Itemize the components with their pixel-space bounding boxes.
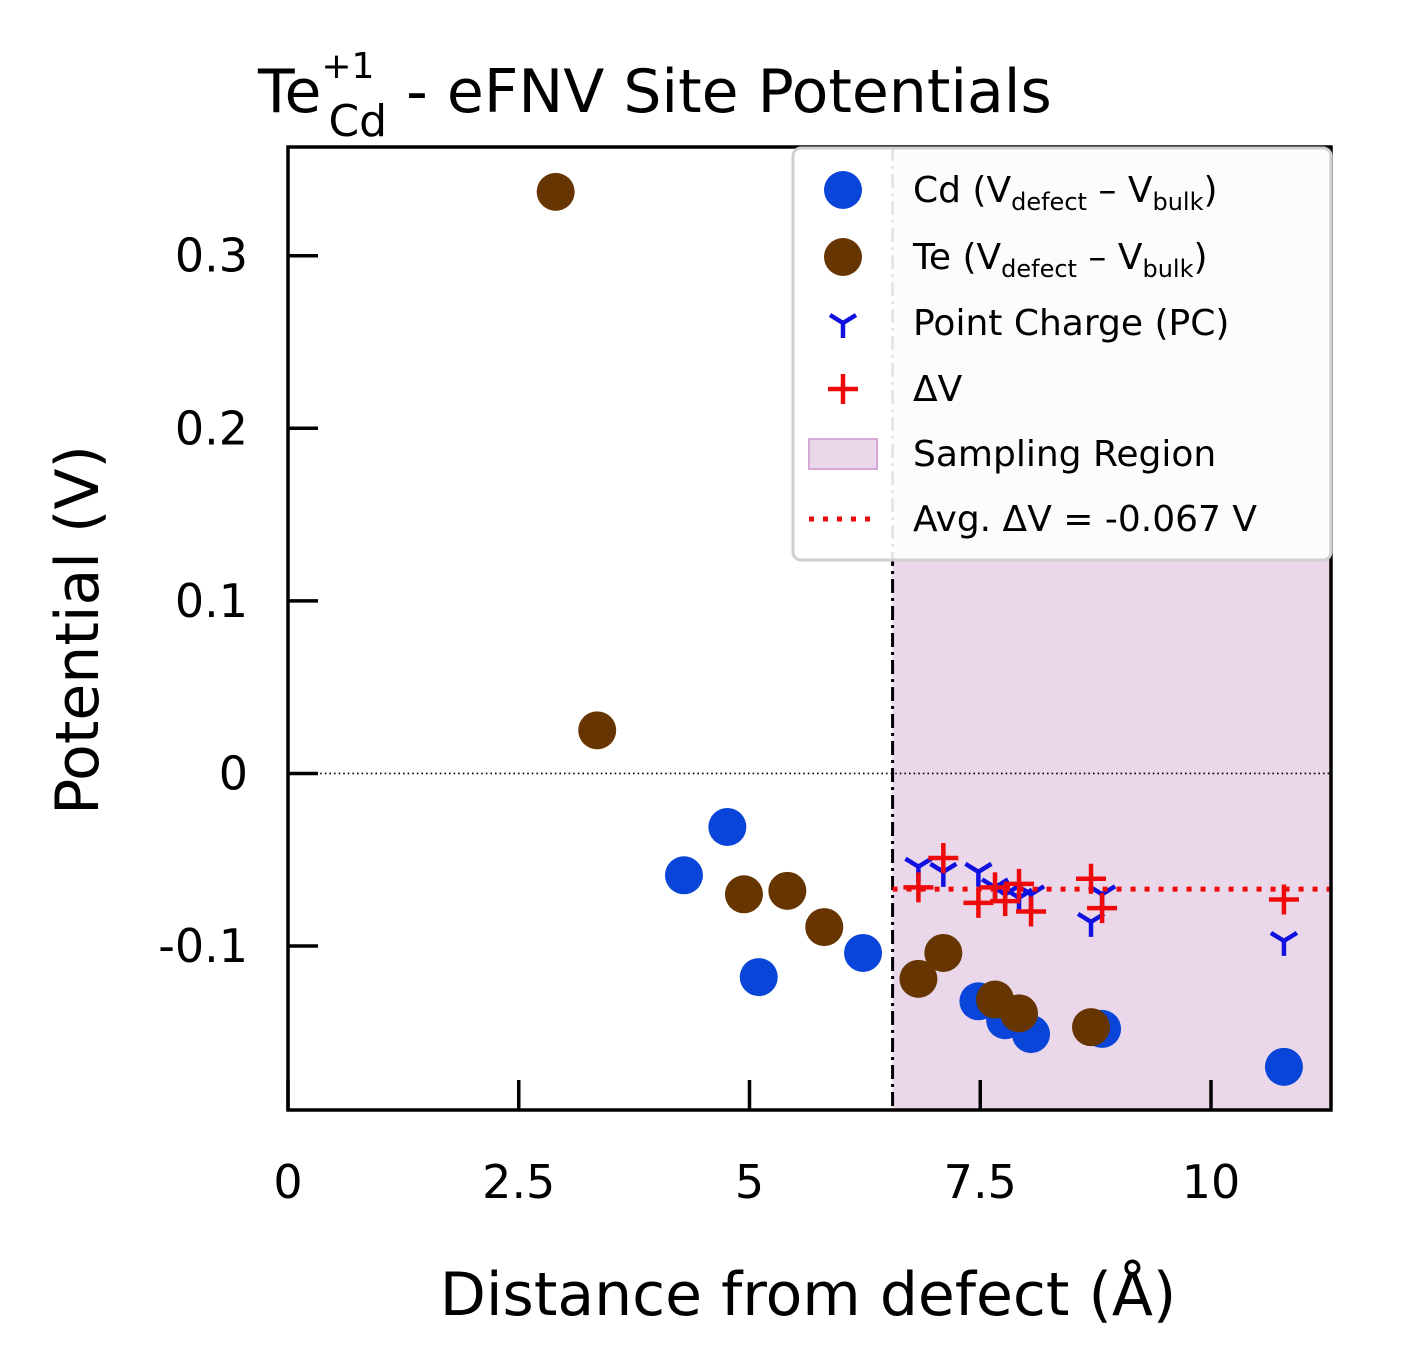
series-2-point-6 — [899, 959, 938, 998]
series-2-point-5 — [805, 908, 844, 947]
series-2-point-10 — [1072, 1008, 1111, 1047]
reference-lines-layer — [288, 147, 1331, 1110]
y-tick-label-3: 0.1 — [175, 574, 248, 628]
title-rest: - eFNV Site Potentials — [387, 57, 1052, 127]
legend-cd-sub1: defect — [1011, 188, 1087, 216]
legend: Cd (Vdefect – Vbulk)Te (Vdefect – Vbulk)… — [791, 146, 1333, 562]
legend-dv-label: ΔV — [913, 369, 963, 410]
series-1-point-3 — [739, 958, 778, 997]
y-tick-label-1: -0.1 — [158, 919, 248, 973]
legend-te-sub2: bulk — [1142, 255, 1193, 283]
legend-te-sub1: defect — [1001, 255, 1077, 283]
legend-dv-text: ΔV — [913, 369, 963, 410]
data-points-layer — [536, 172, 1331, 1086]
legend-te-marker — [824, 238, 862, 276]
legend-cd-marker — [824, 171, 862, 209]
series-4-point-7 — [1016, 896, 1047, 927]
title-sub: Cd — [328, 96, 387, 147]
legend-region-marker — [808, 438, 878, 470]
x-tick-label-5: 10 — [1182, 1155, 1241, 1209]
x-tick-label-2: 2.5 — [482, 1155, 555, 1209]
series-1-point-4 — [844, 933, 883, 972]
legend-avg-text: Avg. ΔV = -0.067 V — [913, 499, 1257, 540]
legend-cd-label: Cd (Vdefect – Vbulk) — [913, 170, 1218, 216]
legend-pc-text: Point Charge (PC) — [913, 303, 1229, 344]
title-main: Te — [257, 57, 321, 127]
y-tick-label-4: 0.2 — [175, 401, 248, 455]
legend-box — [791, 146, 1333, 562]
chart-title: Te+1 Cd - eFNV Site Potentials — [257, 46, 1052, 147]
legend-cd-sub2: bulk — [1152, 188, 1203, 216]
series-4-point-10 — [1268, 884, 1299, 915]
x-tick-label-1: 0 — [273, 1155, 302, 1209]
series-1-point-9 — [1264, 1047, 1303, 1086]
series-3-point-10-shape — [1269, 930, 1299, 956]
legend-cd-mid: – V — [1087, 170, 1153, 211]
legend-pc-label: Point Charge (PC) — [913, 303, 1229, 344]
series-2-point-7 — [924, 933, 963, 972]
legend-dv-marker — [828, 374, 858, 404]
x-tick-label-3: 5 — [735, 1155, 764, 1209]
legend-pc-marker — [828, 313, 858, 338]
series-3-point-3 — [964, 861, 993, 887]
series-2-point-2 — [578, 711, 617, 750]
title-sup: +1 — [321, 46, 374, 87]
series-1-point-2 — [708, 807, 747, 846]
y-tick-label-5: 0.3 — [175, 229, 248, 283]
series-4-point-6 — [1004, 868, 1035, 899]
legend-avg-label: Avg. ΔV = -0.067 V — [913, 499, 1257, 540]
series-3-point-3-shape — [964, 861, 993, 887]
legend-cd-text: Cd (V — [913, 170, 1011, 211]
legend-cd-end: ) — [1203, 170, 1217, 211]
series-4-point-2 — [928, 843, 959, 874]
series-2 — [536, 172, 1111, 1047]
x-axis-title: Distance from defect (Å) — [440, 1259, 1177, 1330]
series-3-point-10 — [1269, 930, 1299, 956]
series-2-point-9 — [1000, 994, 1039, 1033]
legend-te-end: ) — [1194, 237, 1208, 278]
series-4-point-9 — [1087, 893, 1118, 924]
legend-region-label: Sampling Region — [913, 434, 1216, 475]
x-tick-label-4: 7.5 — [944, 1155, 1017, 1209]
series-4-point-3 — [963, 887, 994, 918]
legend-pc-marker-shape — [828, 313, 858, 338]
legend-te-mid: – V — [1077, 237, 1143, 278]
series-2-point-1 — [536, 172, 575, 211]
series-2-point-3 — [724, 875, 763, 914]
legend-region-text: Sampling Region — [913, 434, 1216, 475]
y-tick-label-2: 0 — [219, 746, 248, 800]
legend-te-text: Te (V — [912, 237, 1002, 278]
legend-te-label: Te (Vdefect – Vbulk) — [912, 237, 1208, 283]
series-1-point-1 — [664, 856, 703, 895]
y-axis-title: Potential (V) — [43, 445, 113, 815]
series-2-point-4 — [768, 871, 807, 910]
